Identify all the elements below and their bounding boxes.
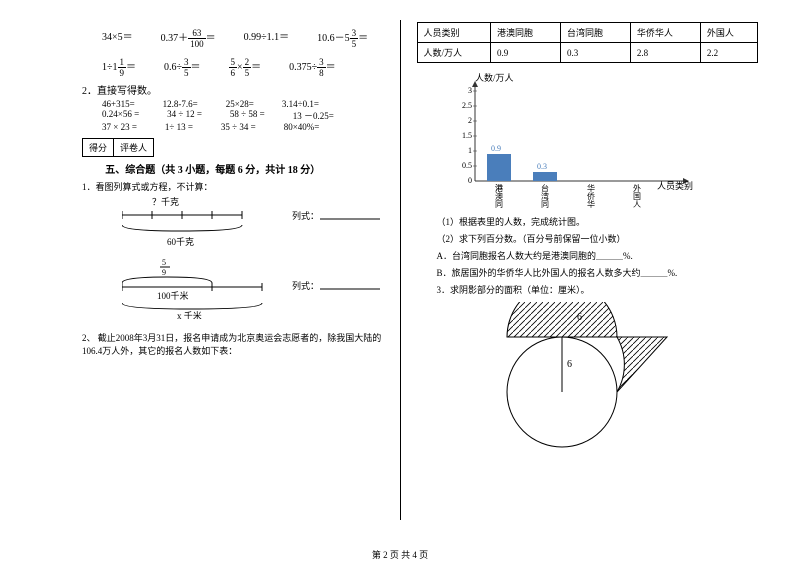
sub-question-a: A．台湾同胞报名人数大约是港澳同胞的＿＿＿%. [437,249,759,262]
section-5-title: 五、综合题（共 3 小题，每题 6 分，共计 18 分） [42,161,384,176]
svg-text:100千米: 100千米 [157,290,189,301]
bar-chart: 人数/万人 3 2.5 2 1.5 1 0.5 0 [447,71,727,211]
svg-text:5: 5 [162,259,166,267]
bracket-diagram-2-icon: 5 9 100千米 x 千米 列式： [122,259,382,319]
svg-text:同: 同 [541,200,549,209]
svg-text:1.5: 1.5 [462,131,472,140]
svg-text:列式：: 列式： [292,210,319,221]
svg-text:人员类别: 人员类别 [657,180,693,191]
svg-text:9: 9 [162,268,166,277]
question-1: 1．看图列算式或方程，不计算： [82,180,384,193]
score-box: 得分 评卷人 [82,138,154,157]
svg-text:60千克: 60千克 [167,237,194,247]
sec2-row-1: 46+315=12.8-7.6=25×28=3.14÷0.1= [102,99,384,109]
equation-row-1: 34×5＝ 0.37＋63100＝ 0.99÷1.1＝ 10.6－535＝ [102,28,384,49]
left-column: 34×5＝ 0.37＋63100＝ 0.99÷1.1＝ 10.6－535＝ 1÷… [30,20,396,520]
eq-2-4: 0.375÷38＝ [289,57,336,78]
diagram-1: ？千克 60千克 列式： [122,197,384,251]
circle-diagram: 6 6 [477,302,759,455]
section-2-title: 2．直接写得数。 [82,82,384,97]
svg-text:x 千米: x 千米 [177,310,202,319]
svg-text:列式：: 列式： [292,280,319,291]
svg-text:2.5: 2.5 [462,101,472,110]
table-row: 人数/万人 0.9 0.3 2.8 2.2 [417,43,758,63]
svg-text:0.5: 0.5 [462,161,472,170]
grader-label: 评卷人 [114,139,153,156]
eq-1-2: 0.37＋63100＝ [161,28,216,49]
svg-text:0.3: 0.3 [537,162,547,171]
bar-1 [487,154,511,181]
equation-row-2: 1÷119＝ 0.6÷35＝ 56×25＝ 0.375÷38＝ [102,57,384,78]
eq-2-1: 1÷119＝ [102,57,136,78]
svg-text:人数/万人: 人数/万人 [475,72,514,83]
eq-1-1: 34×5＝ [102,28,133,49]
question-3: 3．求阴影部分的面积（单位：厘米）。 [437,283,759,296]
svg-text:同: 同 [495,200,503,209]
svg-text:0.9: 0.9 [491,144,501,153]
sub-question-2: （2）求下列百分数。（百分号前保留一位小数） [437,232,759,245]
svg-text:？千克: ？千克 [152,197,179,207]
svg-text:0: 0 [468,176,472,185]
column-divider [400,20,401,520]
sec2-row-3: 37 × 23 =1÷ 13 =35 ÷ 34 =80×40%= [102,122,384,132]
question-2: 2、 截止2008年3月31日，报名申请成为北京奥运会志愿者的，除我国大陆的10… [82,331,384,357]
circle-diagram-icon: 6 6 [477,302,677,452]
page-footer: 第 2 页 共 4 页 [0,548,800,561]
bracket-diagram-1-icon: ？千克 60千克 列式： [122,197,382,251]
bar-chart-svg: 人数/万人 3 2.5 2 1.5 1 0.5 0 [447,71,727,211]
svg-text:6: 6 [567,359,572,370]
table-row: 人员类别 港澳同胞 台湾同胞 华侨华人 外国人 [417,23,758,43]
sub-question-1: （1）根据表里的人数，完成统计图。 [437,215,759,228]
eq-1-4: 10.6－535＝ [317,28,368,49]
svg-text:华: 华 [587,199,595,209]
score-label: 得分 [83,139,114,156]
eq-2-2: 0.6÷35＝ [164,57,201,78]
svg-text:3: 3 [468,86,472,95]
sec2-row-2: 0.24×56 =34 ÷ 12 =58 ÷ 58 =13 －0.25= [102,109,384,122]
svg-text:2: 2 [468,116,472,125]
right-column: 人员类别 港澳同胞 台湾同胞 华侨华人 外国人 人数/万人 0.9 0.3 2.… [405,20,771,520]
eq-2-3: 56×25＝ [229,57,262,78]
data-table: 人员类别 港澳同胞 台湾同胞 华侨华人 外国人 人数/万人 0.9 0.3 2.… [417,22,759,63]
eq-1-3: 0.99÷1.1＝ [244,28,290,49]
sub-question-b: B．旅居国外的华侨华人比外国人的报名人数多大约＿＿＿%. [437,266,759,279]
svg-text:6: 6 [577,312,582,323]
svg-text:1: 1 [468,146,472,155]
svg-text:人: 人 [633,200,641,209]
bar-2 [533,172,557,181]
diagram-2: 5 9 100千米 x 千米 列式： [122,259,384,319]
